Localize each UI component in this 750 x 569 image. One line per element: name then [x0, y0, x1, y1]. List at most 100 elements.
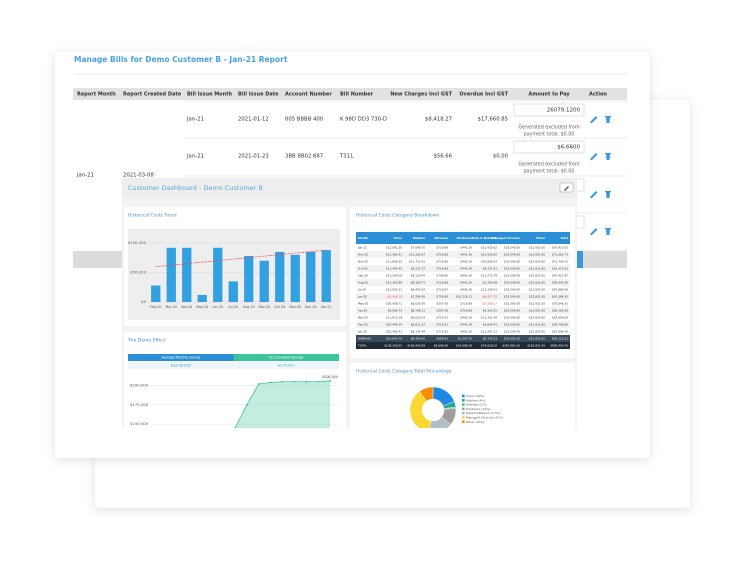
cell: Jan-20: [357, 330, 367, 334]
plot-bg: [128, 229, 340, 320]
point: [245, 403, 248, 406]
y-tick-label: $50,000: [130, 270, 146, 275]
column-header: Report Month: [77, 92, 116, 98]
cell: Jan-21: [357, 246, 367, 250]
cell: $716.88: [436, 267, 448, 271]
cell: $8,455.02: [411, 288, 425, 292]
column-header: Overdue Incl GST: [459, 92, 508, 98]
edit-icon[interactable]: [590, 153, 598, 161]
cell: $716.88: [436, 253, 448, 257]
cell: $716.88: [460, 309, 472, 313]
cell: $23,540.00: [504, 281, 520, 285]
cell: $59,790.85: [552, 323, 568, 327]
table-row: [356, 342, 570, 349]
cell: $441.30: [460, 246, 472, 250]
cell: $74,818.02: [481, 344, 497, 348]
cell: $67,656.09: [552, 316, 568, 320]
header-value-bg: [233, 362, 339, 369]
delete-icon[interactable]: [605, 116, 611, 123]
legend-label: Other (10%): [466, 420, 484, 424]
cell: $441.30: [460, 267, 472, 271]
cell: $12,601.65: [529, 274, 545, 278]
bar: [275, 251, 285, 302]
delete-icon[interactable]: [605, 191, 611, 198]
cell: $4,303.25: [483, 309, 497, 313]
cell: $11,240.09: [386, 274, 402, 278]
cell: $11,806.55: [386, 260, 402, 264]
x-tick-label: Oct-20: [274, 305, 285, 309]
cell: $23,540.00: [504, 267, 520, 271]
edit-icon[interactable]: [590, 228, 598, 236]
point: [257, 383, 260, 385]
cell: $8,180.71: [411, 281, 425, 285]
delete-icon[interactable]: [605, 228, 611, 235]
header-band: [128, 354, 234, 361]
cell: Dec-20: [358, 253, 368, 257]
cell: $7,204.08: [411, 295, 425, 299]
amount-input[interactable]: [513, 140, 585, 154]
column-header: Data & Network: [472, 236, 497, 240]
data-label: $206,000: [322, 375, 338, 379]
cell: $5,755.23: [483, 337, 497, 341]
cell: $23,540.00: [504, 330, 520, 334]
cell: 3BB BB02 687: [285, 154, 323, 160]
cell: $12,601.65: [529, 267, 545, 271]
column-header: Mobiles: [413, 236, 426, 240]
cell: $1,256.98: [483, 281, 497, 285]
table-row: [356, 321, 570, 328]
cell: $715.93: [436, 316, 448, 320]
cell: $23,540.00: [504, 323, 520, 327]
table-row: [356, 335, 570, 342]
cell: $716.87: [436, 288, 448, 292]
header-value-bg: [128, 362, 234, 369]
cell: 2021-03-08: [123, 173, 154, 179]
cell: -$7,308.17: [482, 302, 497, 306]
cell: $1,307.55: [458, 337, 472, 341]
table-row: [356, 279, 570, 286]
cell: Mar-20: [358, 316, 368, 320]
cell: $63,115.11: [552, 337, 568, 341]
header-label: Average Monthly Saving: [161, 356, 200, 360]
cell: $10,640.70: [386, 337, 402, 341]
delete-icon[interactable]: [605, 153, 611, 160]
x-tick-label: Sep-20: [258, 305, 270, 309]
cell: $11,362.41: [386, 253, 402, 257]
cell: $716.88: [436, 281, 448, 285]
cell: AVERAGE: [358, 337, 371, 341]
cell: $12,601.65: [529, 323, 545, 327]
x-tick-label: May-20: [196, 305, 208, 309]
cell: $67,927.87: [552, 274, 568, 278]
cell: $11,301.44: [481, 316, 497, 320]
cell: $23,540.00: [504, 309, 520, 313]
table-header: [73, 88, 627, 100]
table-header: [356, 232, 570, 244]
legend-swatch: [462, 407, 465, 411]
cell: $163,821.45: [527, 344, 545, 348]
cell: K 98D DD3 730-D: [340, 117, 387, 123]
edit-icon[interactable]: [590, 191, 598, 199]
table-row: [356, 258, 570, 265]
y-tick-label: $150,000: [130, 421, 149, 426]
cell: Feb-20: [358, 323, 368, 327]
cell: Apr-20: [358, 309, 367, 313]
cell: $715.93: [436, 323, 448, 327]
cell: $12,601.65: [529, 260, 545, 264]
cell: $23,540.00: [504, 288, 520, 292]
cell: $8,039.20: [411, 302, 425, 306]
cell: 2021-01-23: [238, 154, 269, 160]
edit-icon[interactable]: [590, 116, 598, 124]
cell: $11,420.62: [481, 246, 497, 250]
cell: $12,601.65: [529, 337, 545, 341]
cell: $441.30: [460, 281, 472, 285]
y-tick-label: $100,000: [128, 240, 147, 245]
cell: $8,418.27: [425, 117, 452, 123]
amount-input[interactable]: [513, 103, 585, 117]
cell: $10,890.14: [481, 260, 497, 264]
cell: $23,540.00: [504, 274, 520, 278]
cell: $58,041.40: [552, 281, 568, 285]
panel-title: Historical Costs Category Total Percenta…: [356, 369, 452, 375]
cell: $56.66: [433, 154, 452, 160]
cell: $12,601.65: [529, 281, 545, 285]
cell: $11,002.21: [386, 288, 402, 292]
x-tick-label: Apr-20: [181, 305, 192, 309]
